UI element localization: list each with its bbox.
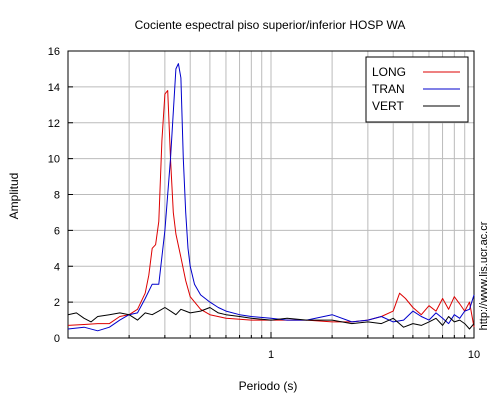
- y-tick-labels: 0 2 4 6 8 10 12 14 16: [48, 46, 60, 345]
- legend-items: LONG TRAN VERT: [372, 65, 460, 113]
- y-tick-label: 2: [54, 297, 60, 309]
- x-tick-labels: 1 10: [268, 349, 480, 361]
- chart-title: Cociente espectral piso superior/inferio…: [135, 18, 406, 32]
- x-tick-label: 1: [268, 349, 274, 361]
- y-tick-label: 4: [54, 261, 60, 273]
- y-axis-label: Amplitud: [7, 173, 21, 220]
- y-tick-label: 10: [48, 154, 60, 166]
- side-note: http://www.lis.ucr.ac.cr: [478, 221, 490, 330]
- y-tick-label: 0: [54, 333, 60, 345]
- x-tick-label: 10: [468, 349, 480, 361]
- legend-label-vert: VERT: [372, 99, 404, 113]
- y-tick-label: 6: [54, 225, 60, 237]
- y-tick-label: 12: [48, 118, 60, 130]
- x-axis-label: Periodo (s): [239, 379, 298, 393]
- series-line-vert: [67, 307, 475, 330]
- y-tick-label: 8: [54, 190, 60, 202]
- series-line-long: [67, 90, 475, 328]
- legend: LONG TRAN VERT: [365, 56, 469, 123]
- series-line-tran: [67, 63, 475, 332]
- y-tick-label: 14: [48, 82, 60, 94]
- legend-label-tran: TRAN: [372, 82, 405, 96]
- y-tick-label: 16: [48, 46, 60, 58]
- legend-label-long: LONG: [372, 65, 406, 79]
- ticks: [68, 50, 466, 339]
- series-lines: [67, 63, 475, 332]
